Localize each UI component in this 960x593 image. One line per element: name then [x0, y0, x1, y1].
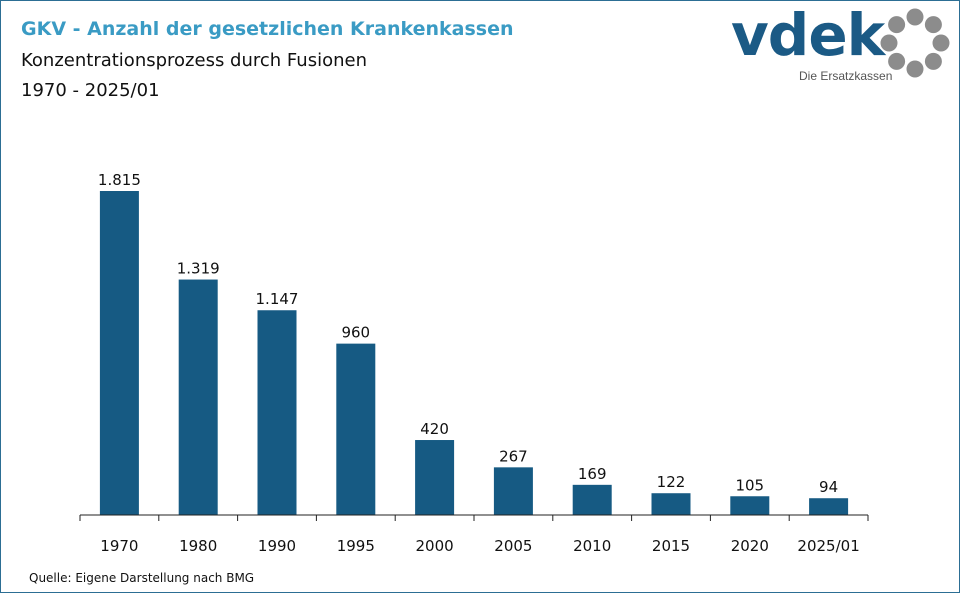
bar-1995	[336, 343, 376, 515]
x-tick-label: 2000	[416, 537, 454, 555]
chart-period: 1970 - 2025/01	[21, 80, 160, 101]
logo-ring-dot	[932, 34, 950, 52]
data-label: 1.319	[177, 260, 220, 278]
bar-2025-01	[809, 498, 849, 515]
data-label: 1.147	[256, 290, 299, 308]
bar-2015	[651, 493, 691, 515]
x-tick-label: 2005	[494, 537, 532, 555]
data-label: 1.815	[98, 171, 141, 189]
vdek-logo: vdek Die Ersatzkassen	[731, 1, 953, 87]
x-tick-label: 2010	[573, 537, 611, 555]
data-label: 420	[420, 420, 449, 438]
bar-2010	[572, 484, 612, 515]
data-label: 94	[819, 478, 838, 496]
bar-1990	[257, 310, 297, 515]
data-label: 960	[341, 324, 370, 342]
x-tick-label: 1970	[100, 537, 138, 555]
bar-2020	[730, 496, 770, 515]
bar-2005	[493, 467, 533, 515]
logo-ring-dot	[906, 60, 924, 78]
source-note: Quelle: Eigene Darstellung nach BMG	[29, 571, 255, 585]
data-label: 169	[578, 465, 607, 483]
x-tick-label: 2015	[652, 537, 690, 555]
data-label: 267	[499, 447, 528, 465]
logo-wordmark: vdek	[731, 1, 885, 69]
x-tick-label: 1990	[258, 537, 296, 555]
dotted-ring-icon	[880, 8, 950, 78]
logo-ring-dot	[906, 8, 924, 26]
logo-ring-dot	[880, 34, 898, 52]
logo-ring-dot	[924, 16, 942, 34]
x-tick-label: 2020	[731, 537, 769, 555]
chart-title: GKV - Anzahl der gesetzlichen Krankenkas…	[21, 18, 514, 40]
logo-tagline: Die Ersatzkassen	[799, 69, 893, 83]
logo-ring-dot	[924, 52, 942, 70]
bar-2000	[415, 440, 455, 515]
bar-1980	[178, 279, 218, 515]
x-tick-label: 1995	[337, 537, 375, 555]
logo-ring-dot	[888, 52, 906, 70]
data-label: 105	[735, 476, 764, 494]
chart-subtitle: Konzentrationsprozess durch Fusionen	[21, 50, 367, 71]
bar-1970	[99, 191, 139, 515]
x-tick-label: 2025/01	[797, 537, 859, 555]
logo-ring-dot	[888, 16, 906, 34]
data-label: 122	[657, 473, 686, 491]
x-tick-label: 1980	[179, 537, 217, 555]
